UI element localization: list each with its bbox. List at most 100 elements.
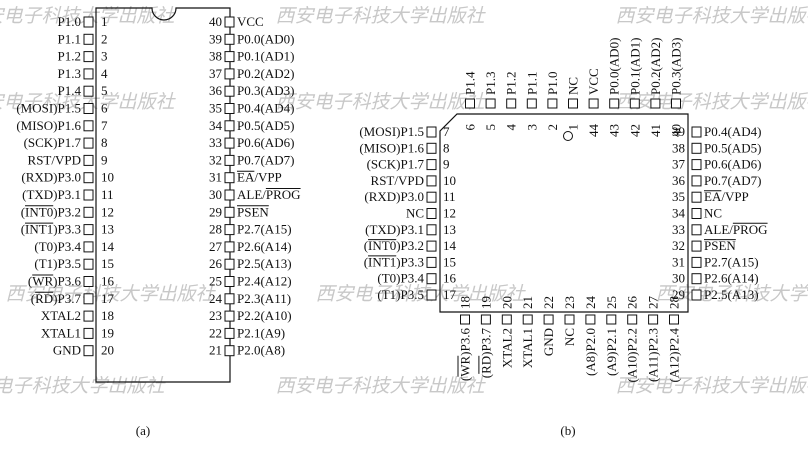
plcc-bottom-pin: 25 (A9)P2.1 [604,296,619,376]
pin-number: 38 [672,140,685,155]
plcc-bottom-pin: 22 GND [541,296,556,356]
plcc-left-pin: (T1)P3.5 17 [377,287,456,302]
pin-label: GND [53,343,81,358]
pin-number: 14 [443,238,457,253]
plcc-right-pin: 31 P2.7(A15) [672,254,759,269]
pin-box [564,314,575,325]
pin-label: P1.1 [58,31,81,46]
pin-box [83,51,94,63]
pin-box [671,98,681,109]
pin-number: 11 [443,189,456,204]
pin-number: 37 [672,157,686,172]
pin-box [526,98,537,109]
plcc-body-outline [439,113,689,313]
pin-number: 9 [101,152,108,167]
pin-box [669,314,679,325]
pin-box [224,206,235,218]
pin-box [426,289,437,301]
pin-label: VCC [586,68,601,95]
pin-number: 36 [209,83,223,98]
pin-number: 6 [463,124,478,131]
plcc-right-pin: 35 EA/VPP [672,189,749,204]
dip-pin: GND 20 [53,343,114,358]
pin-box [691,224,702,236]
pin-number: 1 [101,14,108,29]
plcc-right-pin: 39 P0.4(AD4) [672,124,761,139]
plcc-right-pin: 37 P0.6(AD6) [672,157,761,172]
watermark-text: 西安电子科技大学出版社 [0,375,166,397]
pin-label: P1.1 [524,72,539,95]
pin-box [224,276,235,287]
dip-pin: 40 VCC [209,14,264,29]
pin-label: VCC [237,14,264,29]
plcc-right-pin: 29 P2.5(A13) [672,287,759,302]
pin-label: XTAL2 [41,308,81,323]
pin-box [501,314,512,325]
pin-label: P0.6(AD6) [704,157,761,172]
plcc-top-pin: P1.0 2 [545,72,560,131]
watermark-text: 西安电子科技大学出版社 [615,5,808,27]
pin-box [83,224,94,236]
pin-number: 3 [101,49,108,64]
pin-label: (MISO)P1.6 [359,140,424,155]
plcc-bottom-pin: 28 (A12)P2.4 [667,296,682,383]
pin-number: 4 [101,66,108,81]
dip-pin: P1.2 3 [58,49,108,64]
watermark-text: 西安电子科技大学出版社 [275,5,486,27]
pin-box [224,345,235,357]
pin-label: (RXD)P3.0 [364,189,424,204]
watermark-layer: 西安电子科技大学出版社西安电子科技大学出版社西安电子科技大学出版社西安电子科技大… [0,5,808,397]
dip-pin: (RXD)P3.0 10 [21,170,114,185]
plcc44-package: P1.4 6 P1.3 5 P1.2 4 P1.1 3 P1.0 2 NC 1 VCC 44 P0.0(AD… [359,38,768,383]
pin-label: P0.3(AD3) [237,83,294,98]
plcc-left-pin: (RXD)P3.0 11 [364,189,455,204]
pin-label: (MISO)P1.6 [16,118,81,133]
pin-label: P2.4(A12) [237,274,292,289]
pin-number: 3 [524,124,539,131]
pin-number: 13 [101,222,114,237]
dip-pin: 38 P0.1(AD1) [209,49,294,64]
dip40-package: P1.0 1 P1.1 2 P1.2 3 P1.3 4 P1.4 5 (MOSI)P1.5 6 (MIS… [16,7,301,383]
plcc-left-pin: (MISO)P1.6 8 [359,140,449,155]
pin-number: 16 [443,271,457,286]
pin-number: 18 [458,296,473,309]
pin-number: 31 [672,254,685,269]
plcc-left-pin: (MOSI)P1.5 7 [359,124,450,139]
pin-box [568,98,578,109]
pin-box [83,16,94,28]
plcc-top-pin: P1.1 3 [524,72,539,131]
dip-pin: 24 P2.3(A11) [209,291,291,306]
pin-label: P2.0(A8) [237,343,285,358]
pin-number: 22 [209,325,222,340]
pin-box [426,273,437,285]
plcc-left-pin: (INT0)P3.2 14 [364,238,457,253]
pin-label: PSEN [237,204,269,219]
pin-box [83,103,94,114]
pin-label: P1.2 [504,72,519,95]
pin-number: 40 [669,124,684,137]
dip-pin: (WR)P3.6 16 [28,274,115,289]
pin-label: P1.3 [483,72,498,95]
pin-label: (WR)P3.6 [28,274,82,289]
watermark-text: 西安电子科技大学出版社 [0,91,176,113]
pin-box [691,256,702,268]
pin-number: 33 [209,135,222,150]
pin-box [691,208,702,219]
dip-pin: 31 EA/VPP [209,170,282,185]
pin-number: 35 [672,189,685,204]
pin-number: 40 [209,14,222,29]
pin-label: P2.7(A15) [704,254,759,269]
pin-number: 12 [101,204,114,219]
pin-label: (T0)P3.4 [377,271,424,286]
plcc-bottom-pin: 24 (A8)P2.0 [583,296,598,377]
dip-pin: (T1)P3.5 15 [34,256,114,271]
pin-number: 30 [672,271,685,286]
pin-box [224,16,235,28]
pin-number: 7 [443,124,450,139]
pin-label: P1.0 [58,14,81,29]
pin-label: P1.2 [58,49,81,64]
pin-box [83,68,94,80]
pin-box [224,51,235,63]
pin-number: 7 [101,118,108,133]
pin-box [465,98,475,109]
